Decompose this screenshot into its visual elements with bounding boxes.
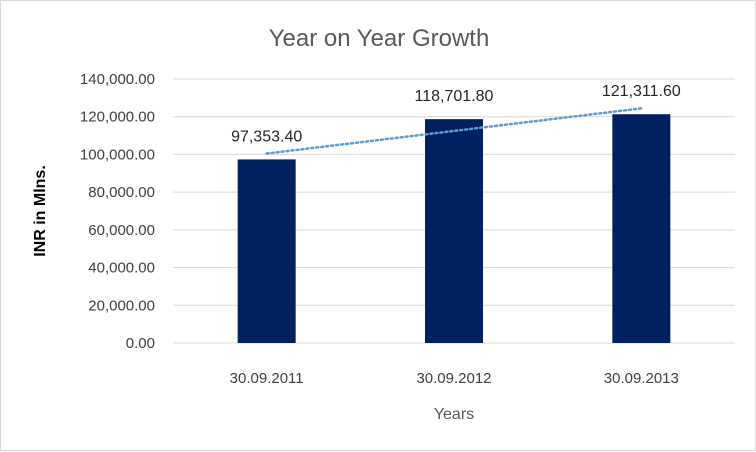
- bar: [425, 119, 483, 343]
- trendline-group: [265, 107, 643, 155]
- data-label: 97,353.40: [231, 128, 302, 145]
- y-tick-label: 100,000.00: [80, 146, 155, 163]
- chart-title: Year on Year Growth: [269, 25, 490, 52]
- x-tick-label: 30.09.2013: [604, 370, 679, 387]
- x-tick-label: 30.09.2012: [416, 370, 491, 387]
- data-labels: 97,353.40 118,701.80 121,311.60: [231, 83, 681, 145]
- bar: [612, 114, 671, 343]
- x-axis-ticks: 30.09.2011 30.09.2012 30.09.2013: [230, 370, 679, 387]
- x-axis-title: Years: [434, 406, 474, 423]
- y-tick-label: 40,000.00: [88, 260, 155, 277]
- data-label: 121,311.60: [602, 83, 681, 100]
- y-axis-ticks: 0.00 20,000.00 40,000.00 60,000.00 80,000.00…: [80, 71, 155, 352]
- y-tick-label: 60,000.00: [88, 222, 155, 239]
- y-tick-label: 120,000.00: [80, 109, 155, 126]
- trendline: [265, 107, 643, 155]
- x-tick-label: 30.09.2011: [230, 370, 304, 387]
- y-tick-label: 140,000.00: [80, 71, 155, 88]
- y-tick-label: 20,000.00: [88, 297, 155, 314]
- y-axis-title: INR in Mlns.: [32, 165, 49, 257]
- bars: [237, 114, 671, 343]
- data-label: 118,701.80: [415, 88, 494, 105]
- y-tick-label: 80,000.00: [88, 184, 155, 201]
- bar: [237, 159, 296, 343]
- y-tick-label: 0.00: [126, 335, 155, 352]
